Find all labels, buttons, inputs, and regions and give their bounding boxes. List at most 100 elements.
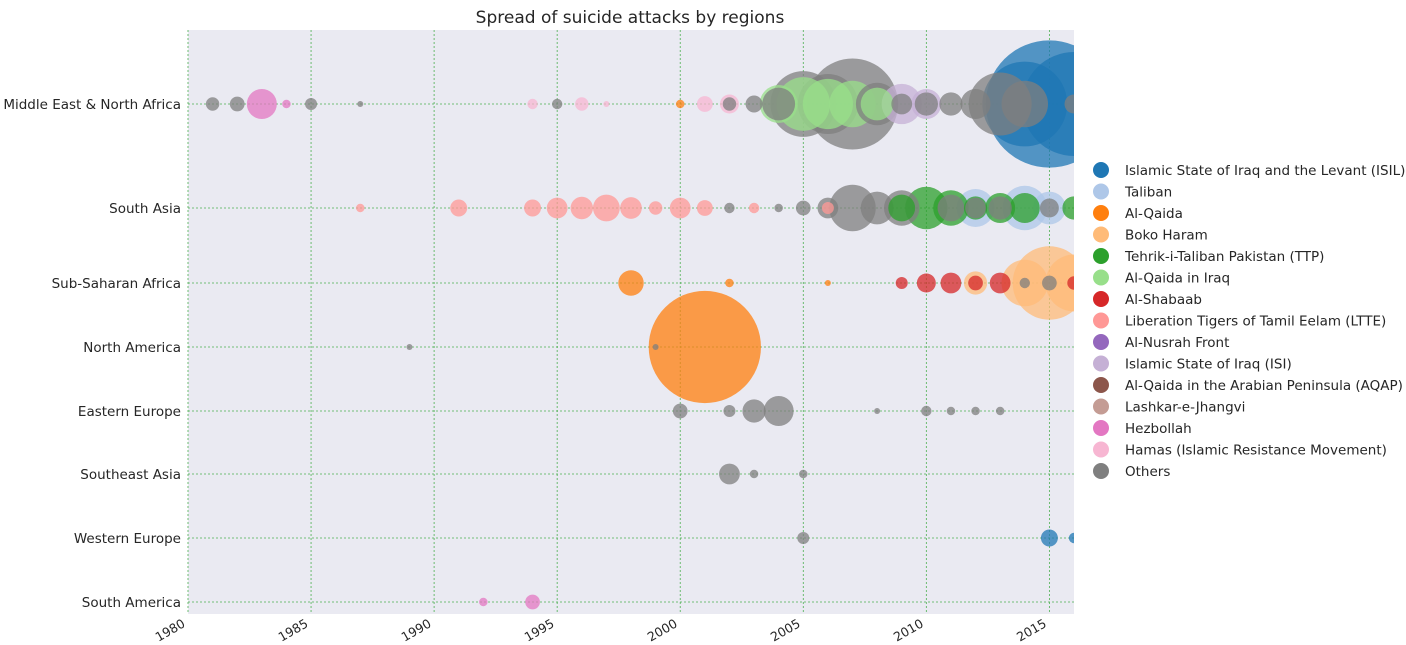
bubble-others bbox=[891, 93, 913, 115]
legend-label: Liberation Tigers of Tamil Eelam (LTTE) bbox=[1125, 314, 1386, 330]
y-tick-label: Western Europe bbox=[74, 531, 181, 547]
bubble-liberation-tigers-of-tamil-eelam-ltte bbox=[450, 199, 468, 217]
bubble-others bbox=[745, 95, 763, 113]
legend-marker bbox=[1093, 183, 1109, 200]
bubble-liberation-tigers-of-tamil-eelam-ltte bbox=[592, 194, 620, 222]
legend-item: Hamas (Islamic Resistance Movement) bbox=[1093, 441, 1387, 459]
legend-label: Taliban bbox=[1124, 185, 1172, 201]
bubble-others bbox=[774, 203, 783, 213]
bubble-others bbox=[988, 196, 1012, 220]
bubble-others bbox=[914, 92, 938, 116]
y-tick-label: Middle East & North Africa bbox=[3, 97, 181, 113]
bubble-hezbollah bbox=[246, 89, 277, 119]
bubble-tehrik-i-taliban-pakistan-ttp bbox=[888, 194, 916, 222]
bubble-others bbox=[719, 463, 740, 485]
y-tick-label: South America bbox=[82, 595, 181, 611]
bubble-hamas-islamic-resistance-movement bbox=[527, 98, 538, 110]
bubble-al-shabaab bbox=[1067, 276, 1074, 290]
legend-label: Islamic State of Iraq and the Levant (IS… bbox=[1125, 163, 1405, 179]
legend-marker bbox=[1093, 441, 1109, 458]
bubble-others bbox=[1019, 277, 1030, 289]
legend-label: Tehrik-i-Taliban Pakistan (TTP) bbox=[1124, 249, 1324, 265]
bubble-liberation-tigers-of-tamil-eelam-ltte bbox=[696, 200, 713, 216]
bubble-al-qaida bbox=[618, 270, 644, 296]
y-tick-label: Southeast Asia bbox=[80, 467, 181, 483]
bubble-others bbox=[799, 469, 808, 479]
legend-label: Hezbollah bbox=[1125, 421, 1192, 437]
bubble-others bbox=[205, 97, 220, 111]
legend-item: Boko Haram bbox=[1093, 226, 1208, 244]
bubble-others bbox=[1064, 94, 1074, 114]
x-tick-label: 1990 bbox=[399, 616, 434, 645]
bubble-others bbox=[749, 469, 759, 479]
bubble-al-shabaab bbox=[989, 272, 1011, 294]
x-tick-label: 2000 bbox=[645, 616, 680, 645]
bubble-hezbollah bbox=[525, 594, 540, 610]
bubble-others bbox=[357, 101, 364, 107]
legend-label: Others bbox=[1125, 464, 1170, 480]
bubble-al-qaida bbox=[725, 278, 734, 288]
x-tick-label: 1995 bbox=[522, 616, 557, 645]
bubble-liberation-tigers-of-tamil-eelam-ltte bbox=[669, 197, 691, 219]
bubble-others bbox=[551, 98, 563, 110]
x-axis: 1980 1985 1990 1995 2000 2005 2010 2015 bbox=[152, 616, 1048, 645]
bubble-liberation-tigers-of-tamil-eelam-ltte bbox=[570, 196, 594, 220]
bubble-liberation-tigers-of-tamil-eelam-ltte bbox=[821, 202, 834, 214]
legend-item: Lashkar-e-Jhangvi bbox=[1093, 398, 1245, 416]
x-tick-label: 2005 bbox=[768, 616, 803, 645]
bubble-others bbox=[995, 406, 1005, 416]
bubble-others bbox=[1039, 198, 1059, 218]
bubble-others bbox=[960, 89, 991, 119]
bubble-others bbox=[874, 408, 881, 414]
bubble-others bbox=[971, 406, 980, 416]
bubble-liberation-tigers-of-tamil-eelam-ltte bbox=[546, 197, 568, 219]
bubble-others bbox=[672, 403, 688, 419]
bubble-boko-haram bbox=[1045, 254, 1074, 312]
bubble-others bbox=[763, 396, 794, 426]
legend: Islamic State of Iraq and the Levant (IS… bbox=[1093, 162, 1405, 480]
bubble-others bbox=[1042, 275, 1057, 291]
bubble-others bbox=[406, 344, 413, 350]
legend-marker bbox=[1093, 463, 1109, 479]
bubble-liberation-tigers-of-tamil-eelam-ltte bbox=[356, 203, 365, 213]
plot-area bbox=[188, 30, 1074, 614]
legend-label: Al-Shabaab bbox=[1125, 292, 1202, 308]
bubble-al-qaida-in-iraq bbox=[860, 87, 894, 121]
legend-label: Al-Nusrah Front bbox=[1125, 335, 1229, 351]
bubble-islamic-state-of-iraq-and-the-levant-isil bbox=[1040, 529, 1058, 547]
bubble-hamas-islamic-resistance-movement bbox=[696, 96, 713, 112]
legend-label: Al-Qaida in the Arabian Peninsula (AQAP) bbox=[1125, 378, 1403, 394]
legend-marker bbox=[1093, 226, 1109, 243]
bubble-others bbox=[1001, 80, 1049, 128]
bubble-others bbox=[939, 92, 963, 116]
legend-marker bbox=[1093, 334, 1109, 350]
bubble-layer bbox=[205, 40, 1074, 610]
bubble-others bbox=[305, 98, 318, 110]
bubble-al-shabaab bbox=[895, 277, 908, 289]
x-tick-label: 2010 bbox=[891, 616, 926, 645]
legend-marker bbox=[1093, 312, 1109, 329]
y-tick-label: South Asia bbox=[109, 201, 181, 217]
y-tick-label: Sub-Saharan Africa bbox=[52, 276, 181, 292]
bubble-others bbox=[724, 202, 735, 214]
legend-marker bbox=[1093, 248, 1109, 264]
y-tick-label: Eastern Europe bbox=[78, 404, 181, 420]
legend-label: Lashkar-e-Jhangvi bbox=[1125, 400, 1245, 416]
legend-item: Al-Nusrah Front bbox=[1093, 334, 1229, 351]
x-tick-label: 2015 bbox=[1014, 616, 1049, 645]
legend-marker bbox=[1093, 162, 1109, 178]
legend-marker bbox=[1093, 355, 1109, 372]
bubble-others bbox=[229, 96, 245, 112]
bubble-others bbox=[946, 406, 956, 416]
bubble-others bbox=[829, 184, 876, 232]
legend-item: Hezbollah bbox=[1093, 420, 1192, 437]
legend-item: Taliban bbox=[1093, 183, 1172, 201]
bubble-al-qaida bbox=[648, 290, 761, 404]
bubble-others bbox=[797, 532, 810, 544]
bubble-al-qaida bbox=[824, 280, 831, 286]
legend-item: Islamic State of Iraq and the Levant (IS… bbox=[1093, 162, 1405, 179]
legend-label: Al-Qaida bbox=[1125, 206, 1183, 222]
legend-marker bbox=[1093, 205, 1109, 221]
legend-label: Islamic State of Iraq (ISI) bbox=[1125, 357, 1292, 373]
